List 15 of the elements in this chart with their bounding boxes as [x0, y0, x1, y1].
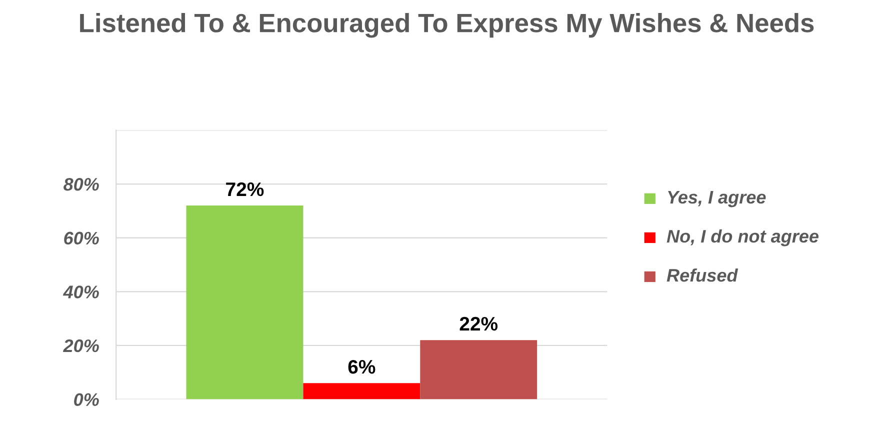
bar	[420, 340, 538, 400]
data-label: 72%	[226, 182, 264, 196]
legend-label: Refused	[666, 268, 738, 282]
y-tick-label: 40%	[62, 286, 99, 298]
data-label: 6%	[348, 360, 376, 374]
legend-label: No, I do not agree	[666, 229, 818, 246]
legend-label: Yes, I agree	[668, 191, 766, 208]
y-tick-label: 60%	[64, 232, 99, 245]
chart-title: Listened To & Encouraged To Express My Wishes & Needs	[80, 13, 814, 38]
data-label: 22%	[460, 316, 498, 331]
bar	[303, 383, 420, 400]
bar	[186, 206, 304, 400]
y-tick-label: 80%	[64, 178, 99, 191]
y-tick-label: 0%	[74, 393, 99, 406]
y-tick-label: 20%	[63, 339, 99, 352]
